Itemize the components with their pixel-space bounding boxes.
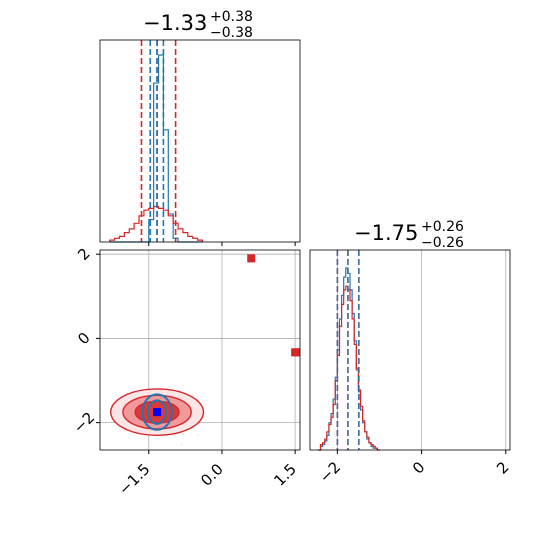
marginal-y-panel: −2 0 2 −1.75 +0.26 −0.26 bbox=[309, 219, 513, 486]
joint-sample-dot bbox=[123, 429, 126, 432]
marginal-y-tick-label-1: 0 bbox=[409, 458, 428, 477]
joint-x-tick-label-0: −1.5 bbox=[115, 460, 153, 498]
marginal-x-ticks bbox=[148, 242, 296, 246]
marginal-y-tick-label-2: 2 bbox=[493, 458, 512, 477]
marginal-y-frame bbox=[309, 249, 511, 451]
marginal-x-title-value: −1.33 bbox=[143, 11, 207, 35]
joint-sample-dot bbox=[203, 412, 206, 415]
joint-gridlines bbox=[100, 250, 300, 450]
joint-panel: −1.5 0.0 1.5 −2 0 2 bbox=[70, 244, 301, 499]
marginal-y-tick-label-0: −2 bbox=[316, 458, 344, 486]
marginal-x-hist-blue bbox=[109, 54, 203, 243]
marginal-y-quantile-lines bbox=[336, 250, 360, 450]
joint-x-tick-label-1: 0.0 bbox=[197, 460, 227, 490]
marginal-x-title-minus: −0.38 bbox=[210, 25, 253, 41]
marginal-x-histograms bbox=[109, 54, 204, 243]
joint-red-point-0 bbox=[247, 254, 256, 263]
joint-y-tick-label-1: 0 bbox=[74, 329, 93, 348]
joint-y-tick-label-2: 2 bbox=[74, 244, 93, 263]
joint-y-ticks: −2 0 2 bbox=[70, 244, 100, 437]
joint-sample-dot bbox=[196, 434, 199, 437]
marginal-x-hist-red bbox=[109, 205, 204, 242]
marginal-y-hist-red bbox=[318, 285, 380, 451]
joint-x-ticks: −1.5 0.0 1.5 bbox=[115, 450, 300, 499]
marginal-x-panel: −1.33 +0.38 −0.38 bbox=[99, 9, 301, 246]
marginal-y-hist-blue bbox=[318, 267, 380, 451]
joint-sample-dot bbox=[180, 443, 183, 446]
joint-frame bbox=[99, 249, 301, 451]
joint-y-tick-label-0: −2 bbox=[70, 408, 98, 436]
joint-blue-point bbox=[153, 408, 162, 417]
marginal-x-frame bbox=[99, 39, 301, 243]
joint-blue-contour-1 bbox=[147, 399, 167, 425]
joint-sample-dot bbox=[182, 433, 185, 436]
marginal-y-title-minus: −0.26 bbox=[421, 235, 464, 251]
marginal-x-quantile-lines bbox=[140, 40, 177, 242]
joint-red-point-2 bbox=[293, 348, 300, 357]
marginal-y-title-plus: +0.26 bbox=[421, 219, 464, 235]
marginal-x-title-plus: +0.38 bbox=[210, 9, 253, 25]
joint-blue-contour-0 bbox=[141, 393, 173, 431]
joint-points bbox=[153, 254, 300, 417]
joint-x-tick-label-2: 1.5 bbox=[270, 460, 300, 490]
marginal-y-histograms bbox=[318, 267, 380, 451]
marginal-y-x-ticks: −2 0 2 bbox=[316, 450, 513, 486]
marginal-y-title-value: −1.75 bbox=[354, 221, 418, 245]
